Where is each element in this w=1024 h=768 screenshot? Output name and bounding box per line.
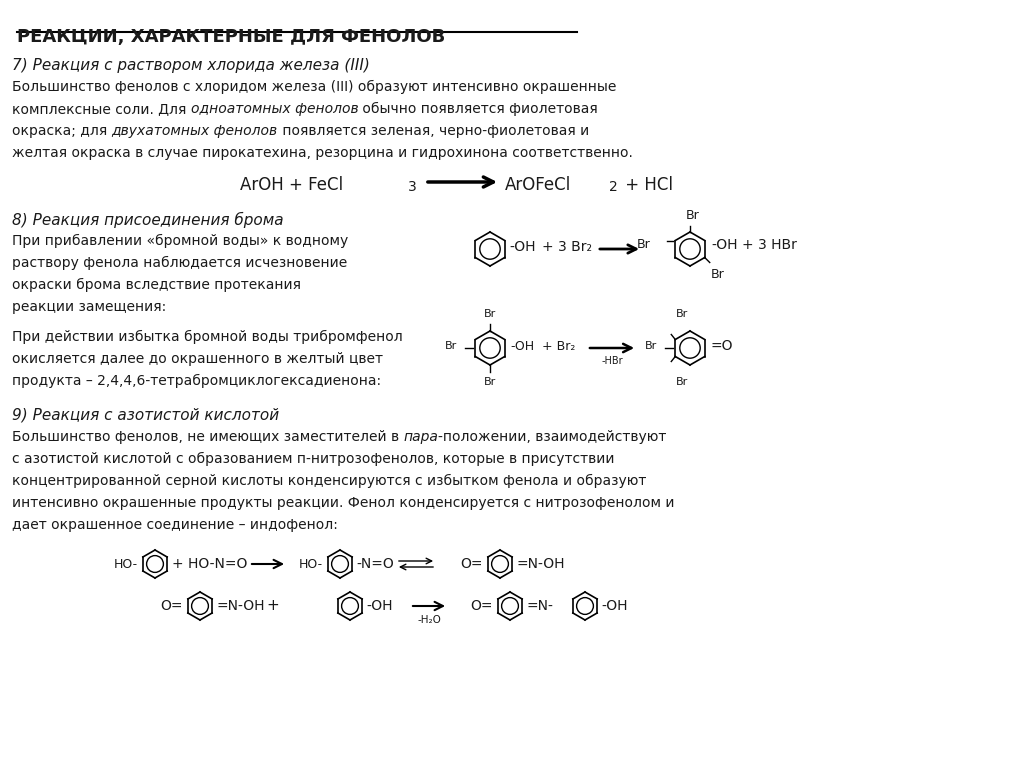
Text: Br: Br [686,209,699,222]
Text: При прибавлении «бромной воды» к водному: При прибавлении «бромной воды» к водному [12,234,348,248]
Text: HO-: HO- [114,558,138,571]
Text: появляется зеленая, черно-фиолетовая и: появляется зеленая, черно-фиолетовая и [278,124,589,138]
Text: продукта – 2,4,4,6-тетрабромциклогексадиенона:: продукта – 2,4,4,6-тетрабромциклогексади… [12,374,381,388]
Text: РЕАКЦИИ, ХАРАКТЕРНЫЕ ДЛЯ ФЕНОЛОВ: РЕАКЦИИ, ХАРАКТЕРНЫЕ ДЛЯ ФЕНОЛОВ [17,28,445,46]
Text: 7) Реакция с раствором хлорида железа (III): 7) Реакция с раствором хлорида железа (I… [12,58,370,73]
Text: Br: Br [484,377,496,387]
Text: окисляется далее до окрашенного в желтый цвет: окисляется далее до окрашенного в желтый… [12,352,383,366]
Text: + 3 Br₂: + 3 Br₂ [542,240,592,254]
Text: -HBr: -HBr [601,356,623,366]
Text: окраски брома вследствие протекания: окраски брома вследствие протекания [12,278,301,292]
Text: Br: Br [676,309,688,319]
Text: При действии избытка бромной воды трибромфенол: При действии избытка бромной воды трибро… [12,330,402,344]
Text: одноатомных фенолов: одноатомных фенолов [190,102,358,116]
Text: раствору фенола наблюдается исчезновение: раствору фенола наблюдается исчезновение [12,256,347,270]
Text: концентрированной серной кислоты конденсируются с избытком фенола и образуют: концентрированной серной кислоты конденс… [12,474,646,488]
Text: комплексные соли. Для: комплексные соли. Для [12,102,190,116]
Text: O=: O= [461,557,483,571]
Text: дает окрашенное соединение – индофенол:: дает окрашенное соединение – индофенол: [12,518,338,532]
Text: =N-OH: =N-OH [216,599,264,613]
Text: -OH: -OH [510,339,535,353]
Text: Br: Br [676,377,688,387]
Text: ArOH + FeCl: ArOH + FeCl [240,176,343,194]
Text: 8) Реакция присоединения брома: 8) Реакция присоединения брома [12,212,284,228]
Text: Br: Br [711,268,725,281]
Text: -N=O: -N=O [356,557,394,571]
Text: Br: Br [645,341,657,351]
Text: + Br₂: + Br₂ [542,339,575,353]
Text: Br: Br [637,239,651,251]
Text: -OH: -OH [509,240,536,254]
Text: интенсивно окрашенные продукты реакции. Фенол конденсируется с нитрозофенолом и: интенсивно окрашенные продукты реакции. … [12,496,675,510]
Text: обычно появляется фиолетовая: обычно появляется фиолетовая [358,102,598,116]
Text: + 3 HBr: + 3 HBr [742,238,797,252]
Text: + HO-N=O: + HO-N=O [172,557,248,571]
Text: -OH: -OH [601,599,628,613]
Text: Большинство фенолов с хлоридом железа (III) образуют интенсивно окрашенные: Большинство фенолов с хлоридом железа (I… [12,80,616,94]
Text: 2: 2 [609,180,617,194]
Text: =O: =O [710,339,732,353]
Text: реакции замещения:: реакции замещения: [12,300,166,314]
Text: +: + [266,598,279,614]
Text: 3: 3 [408,180,417,194]
Text: -H₂O: -H₂O [417,615,441,625]
Text: O=: O= [161,599,183,613]
Text: 9) Реакция с азотистой кислотой: 9) Реакция с азотистой кислотой [12,408,280,423]
Text: пара: пара [403,430,438,444]
Text: -OH: -OH [711,238,737,252]
Text: с азотистой кислотой с образованием п-нитрозофенолов, которые в присутствии: с азотистой кислотой с образованием п-ни… [12,452,614,466]
Text: -положении, взаимодействуют: -положении, взаимодействуют [438,430,667,444]
Text: Br: Br [444,341,457,351]
Text: =N-: =N- [526,599,553,613]
Text: -OH: -OH [366,599,392,613]
Text: ArOFeCl: ArOFeCl [505,176,571,194]
Text: Большинство фенолов, не имеющих заместителей в: Большинство фенолов, не имеющих заместит… [12,430,403,444]
Text: + HCl: + HCl [620,176,673,194]
Text: желтая окраска в случае пирокатехина, резорцина и гидрохинона соответственно.: желтая окраска в случае пирокатехина, ре… [12,146,633,160]
Text: HO-: HO- [299,558,323,571]
Text: =N-OH: =N-OH [516,557,564,571]
Text: двухатомных фенолов: двухатомных фенолов [112,124,278,138]
Text: окраска; для: окраска; для [12,124,112,138]
Text: O=: O= [470,599,493,613]
Text: Br: Br [484,309,496,319]
